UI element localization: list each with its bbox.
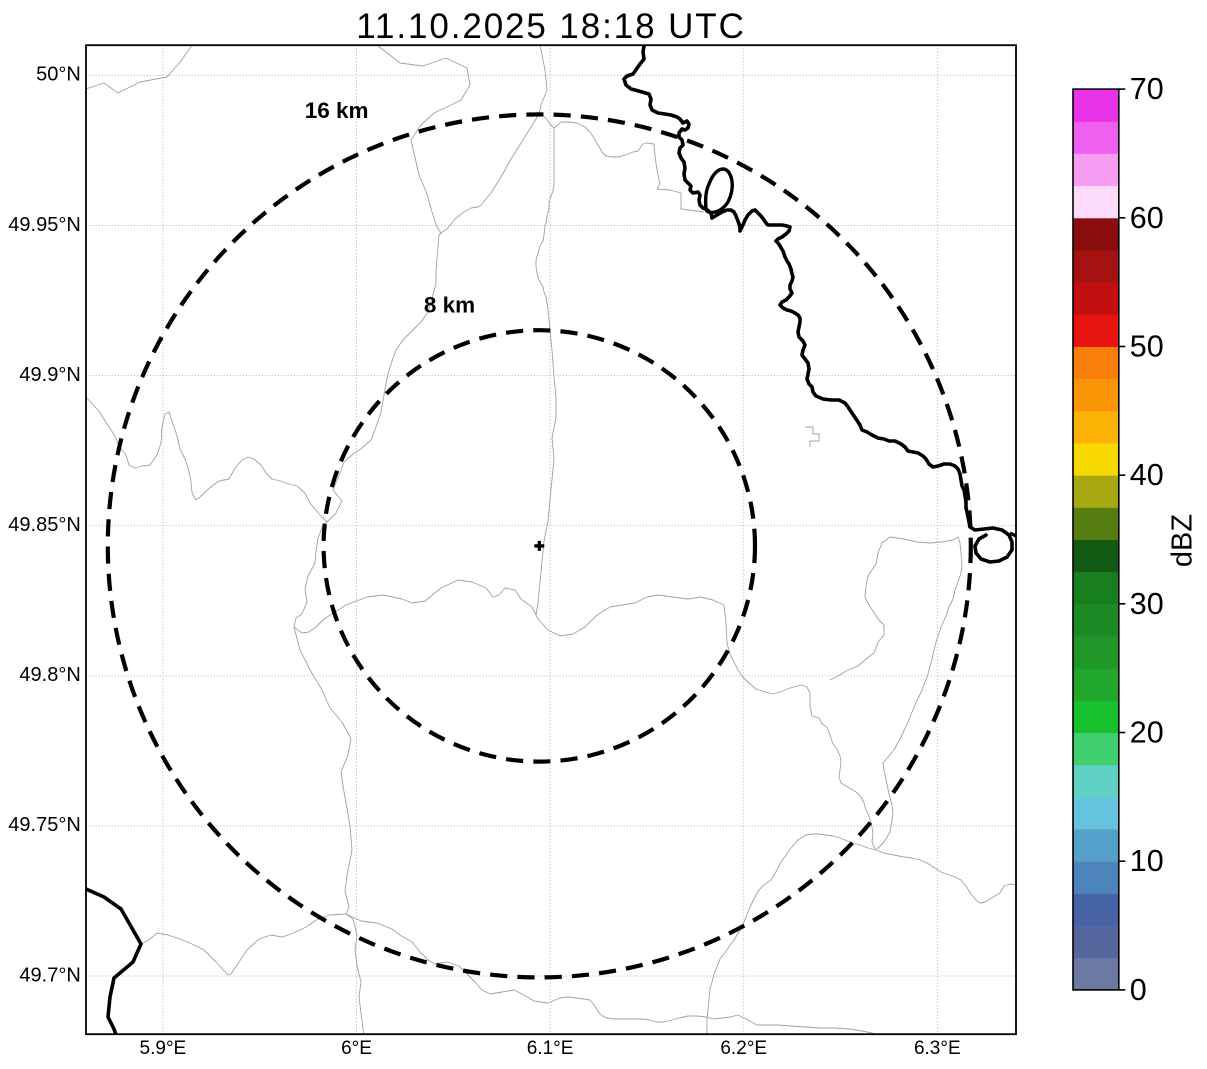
svg-text:6°E: 6°E bbox=[341, 1038, 372, 1059]
svg-text:20: 20 bbox=[1130, 716, 1164, 750]
svg-text:49.75°N: 49.75°N bbox=[8, 814, 81, 836]
svg-text:8 km: 8 km bbox=[424, 293, 475, 318]
svg-text:49.9°N: 49.9°N bbox=[19, 364, 80, 386]
svg-text:49.85°N: 49.85°N bbox=[8, 514, 81, 536]
svg-text:16 km: 16 km bbox=[305, 98, 369, 123]
svg-text:5.9°E: 5.9°E bbox=[140, 1038, 187, 1059]
svg-text:0: 0 bbox=[1130, 973, 1147, 1007]
svg-text:40: 40 bbox=[1130, 458, 1164, 492]
svg-text:60: 60 bbox=[1130, 201, 1164, 235]
svg-text:11.10.2025 18:18 UTC: 11.10.2025 18:18 UTC bbox=[356, 7, 746, 46]
svg-text:49.95°N: 49.95°N bbox=[8, 214, 81, 236]
svg-text:6.1°E: 6.1°E bbox=[527, 1038, 574, 1059]
svg-text:50: 50 bbox=[1130, 330, 1164, 364]
svg-text:dBZ: dBZ bbox=[1167, 514, 1199, 567]
svg-text:6.3°E: 6.3°E bbox=[914, 1038, 961, 1059]
svg-text:30: 30 bbox=[1130, 587, 1164, 621]
svg-text:70: 70 bbox=[1130, 72, 1164, 106]
svg-text:50°N: 50°N bbox=[36, 64, 81, 86]
svg-text:49.7°N: 49.7°N bbox=[19, 964, 80, 986]
svg-text:6.2°E: 6.2°E bbox=[720, 1038, 767, 1059]
svg-text:10: 10 bbox=[1130, 844, 1164, 878]
svg-text:49.8°N: 49.8°N bbox=[19, 664, 80, 686]
